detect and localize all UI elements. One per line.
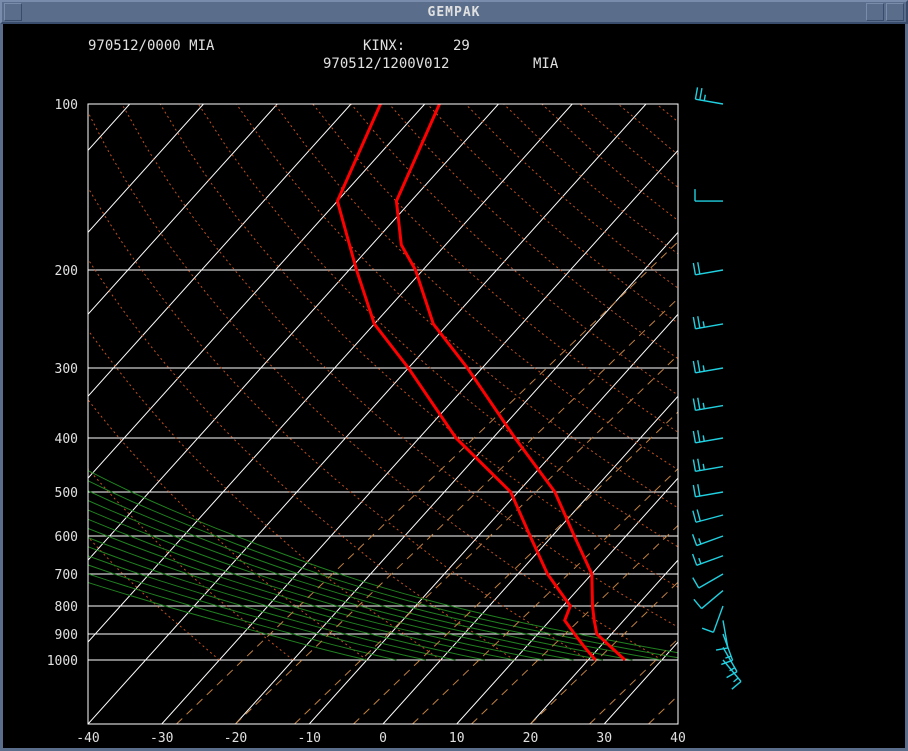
svg-text:600: 600 bbox=[55, 530, 78, 545]
maximize-button[interactable] bbox=[886, 3, 904, 21]
svg-text:700: 700 bbox=[55, 568, 78, 583]
svg-text:10: 10 bbox=[449, 731, 465, 746]
svg-text:900: 900 bbox=[55, 628, 78, 643]
svg-text:1000: 1000 bbox=[47, 654, 78, 669]
app-window: GEMPAK 970512/0000 MIA KINX: 29 970512/1… bbox=[0, 0, 908, 751]
titlebar[interactable]: GEMPAK bbox=[0, 0, 908, 24]
svg-text:-40: -40 bbox=[76, 731, 99, 746]
svg-text:-20: -20 bbox=[224, 731, 247, 746]
svg-text:40: 40 bbox=[670, 731, 686, 746]
minimize-button[interactable] bbox=[866, 3, 884, 21]
svg-text:200: 200 bbox=[55, 264, 78, 279]
svg-text:500: 500 bbox=[55, 486, 78, 501]
svg-text:20: 20 bbox=[523, 731, 539, 746]
svg-text:800: 800 bbox=[55, 600, 78, 615]
svg-text:-10: -10 bbox=[298, 731, 321, 746]
svg-text:100: 100 bbox=[55, 98, 78, 113]
window-title: GEMPAK bbox=[428, 5, 481, 20]
svg-text:-30: -30 bbox=[150, 731, 173, 746]
svg-text:30: 30 bbox=[596, 731, 612, 746]
svg-text:400: 400 bbox=[55, 432, 78, 447]
plot-area: 970512/0000 MIA KINX: 29 970512/1200V012… bbox=[0, 24, 908, 751]
skewt-diagram: 1002003004005006007008009001000-40-30-20… bbox=[3, 24, 905, 749]
svg-text:0: 0 bbox=[379, 731, 387, 746]
window-menu-button[interactable] bbox=[4, 3, 22, 21]
svg-text:300: 300 bbox=[55, 362, 78, 377]
